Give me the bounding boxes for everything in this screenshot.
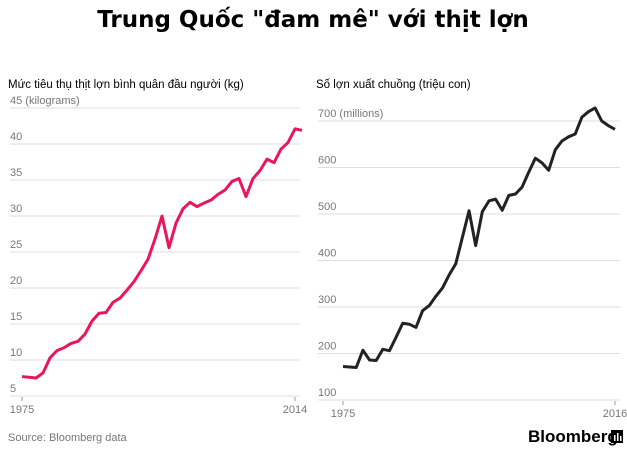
data-line [342, 106, 616, 369]
y-tick-label: 600 [318, 155, 336, 167]
x-tick-label: 2016 [603, 408, 627, 420]
chart-subtitle: Mức tiêu thụ thịt lợn bình quân đầu ngườ… [8, 79, 244, 91]
y-tick-label: 300 [318, 294, 336, 306]
y-tick-label: 10 [10, 347, 22, 359]
y-tick-label: 30 [10, 203, 22, 215]
brand-icon [611, 430, 623, 443]
y-tick-label: 15 [10, 311, 22, 323]
y-tick-label: 700 (millions) [318, 108, 383, 120]
y-tick-label: 5 [10, 383, 16, 395]
y-tick-label: 40 [10, 131, 22, 143]
y-tick-label: 20 [10, 275, 22, 287]
y-tick-label: 25 [10, 239, 22, 251]
y-tick-label: 400 [318, 248, 336, 260]
source: Source: Bloomberg data [8, 432, 128, 444]
y-tick-label: 500 [318, 201, 336, 213]
x-tick-label: 2014 [283, 404, 307, 416]
y-tick-label: 35 [10, 167, 22, 179]
x-tick-label: 1975 [10, 404, 34, 416]
page-title: Trung Quốc "đam mê" với thịt lợn [97, 6, 529, 33]
x-tick-label: 1975 [331, 408, 355, 420]
brand: Bloomberg [528, 427, 618, 446]
y-tick-label: 200 [318, 341, 336, 353]
chart-subtitle: Số lợn xuất chuồng (triệu con) [316, 79, 471, 91]
y-tick-label: 100 [318, 387, 336, 399]
data-line [21, 127, 303, 380]
y-tick-label: 45 (kilograms) [10, 95, 80, 107]
